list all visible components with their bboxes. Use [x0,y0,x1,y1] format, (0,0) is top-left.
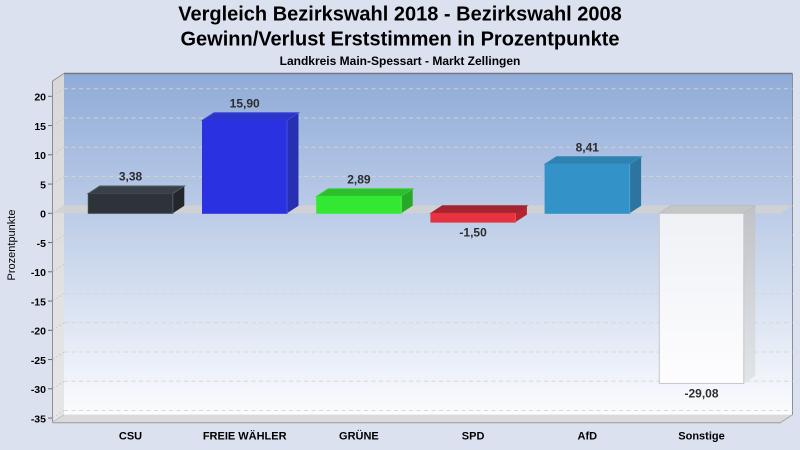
svg-text:2,89: 2,89 [347,173,371,187]
svg-text:20: 20 [34,92,46,104]
svg-text:-5: -5 [37,238,46,250]
svg-text:-30: -30 [31,384,46,396]
svg-text:-20: -20 [31,326,46,338]
svg-text:GRÜNE: GRÜNE [339,430,379,443]
svg-text:-25: -25 [31,355,46,367]
svg-text:-10: -10 [31,267,46,279]
svg-text:Sonstige: Sonstige [678,431,724,443]
svg-text:Landkreis Main-Spessart - Mark: Landkreis Main-Spessart - Markt Zellinge… [280,54,521,68]
svg-text:-15: -15 [31,296,46,308]
svg-text:15: 15 [34,121,46,133]
svg-text:AfD: AfD [578,431,598,443]
svg-text:8,41: 8,41 [576,140,600,154]
svg-text:5: 5 [40,179,46,191]
svg-text:CSU: CSU [119,431,142,443]
svg-text:SPD: SPD [462,431,485,443]
svg-text:-29,08: -29,08 [684,387,718,401]
svg-text:Prozentpunkte: Prozentpunkte [6,210,18,281]
svg-text:-1,50: -1,50 [459,225,487,239]
svg-text:-35: -35 [31,413,46,425]
svg-text:15,90: 15,90 [230,97,260,111]
svg-text:Gewinn/Verlust Erststimmen in: Gewinn/Verlust Erststimmen in Prozentpun… [181,29,620,51]
svg-text:3,38: 3,38 [119,170,143,184]
svg-text:0: 0 [40,209,46,221]
svg-text:10: 10 [34,150,46,162]
svg-text:FREIE WÄHLER: FREIE WÄHLER [203,430,287,443]
svg-text:Vergleich Bezirkswahl 2018 - B: Vergleich Bezirkswahl 2018 - Bezirkswahl… [178,4,622,26]
